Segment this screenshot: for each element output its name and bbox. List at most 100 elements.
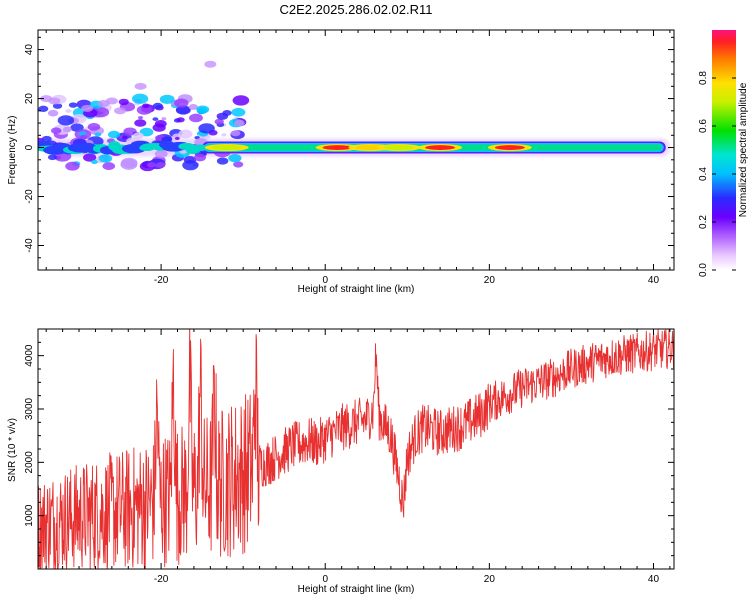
colorbar-label: Normalized spectral amplitude: [738, 82, 749, 217]
snr-panel: -20 0 20 40 1000 2000 3000 4000 Height of strai…: [7, 328, 675, 595]
noise-blob: [228, 154, 242, 163]
hotspot-core: [322, 145, 353, 150]
noise-blob: [47, 154, 57, 161]
snr-xtick-label: 20: [484, 574, 496, 585]
snr-series: [38, 329, 674, 569]
hotspot-core: [494, 145, 525, 150]
spectrogram-xlabel: Height of straight line (km): [298, 284, 415, 295]
noise-blob: [68, 102, 78, 108]
snr-xtick-label: 40: [648, 574, 660, 585]
noise-blob: [176, 117, 185, 123]
hotspot-core: [355, 145, 386, 150]
snr-ytick-label: 3000: [24, 397, 35, 420]
noise-blob: [65, 161, 80, 171]
noise-blob: [161, 117, 167, 121]
noise-blob-high: [48, 97, 61, 105]
noise-blob: [156, 161, 166, 168]
noise-blob: [91, 159, 98, 165]
colorbar-tick-label: 0.8: [698, 71, 709, 85]
noise-blob: [107, 130, 121, 139]
noise-blob-high: [105, 97, 118, 105]
noise-blob: [98, 154, 113, 163]
noise-blob: [159, 94, 175, 104]
noise-blob: [198, 123, 215, 134]
colorbar-tick-label: 0.6: [698, 119, 709, 133]
noise-blob-high: [134, 82, 147, 90]
noise-blob: [138, 116, 143, 120]
colorbar-gradient: [712, 30, 736, 270]
noise-blob: [142, 103, 150, 109]
spectrogram-xtick-label: 20: [484, 275, 496, 286]
spectrogram-ylabel: Frequency (Hz): [7, 116, 18, 185]
noise-blob: [175, 105, 191, 115]
noise-blob: [188, 104, 199, 110]
spectrogram-ytick-label: 20: [24, 93, 35, 105]
noise-blob: [152, 117, 159, 121]
noise-blob-high: [114, 107, 127, 115]
noise-blob: [182, 160, 199, 171]
noise-blob: [87, 122, 101, 131]
spectrogram-ytick-label: 40: [24, 44, 35, 56]
noise-blob: [152, 123, 166, 132]
noise-blob: [178, 129, 193, 139]
spectrogram-ytick-label: -20: [24, 189, 35, 204]
spectrogram-xtick-label: -20: [154, 275, 169, 286]
noise-blob: [231, 107, 246, 117]
noise-blob: [121, 135, 128, 140]
spectrogram-ytick-label: -40: [24, 238, 35, 253]
noise-blob-high: [81, 104, 94, 112]
snr-xtick-label: -20: [154, 574, 169, 585]
noise-blob-high: [204, 60, 217, 68]
snr-line: [38, 329, 674, 569]
noise-blob: [221, 133, 227, 137]
noise-blob: [147, 162, 156, 168]
noise-blob: [131, 93, 149, 104]
noise-blob: [94, 132, 102, 137]
noise-blob: [132, 132, 144, 140]
noise-blob: [216, 157, 229, 165]
hotspot-core: [384, 145, 415, 150]
noise-blob: [62, 126, 72, 133]
snr-ytick-label: 2000: [24, 451, 35, 474]
noise-blob: [233, 119, 245, 127]
noise-blob: [134, 119, 147, 127]
noise-blob: [120, 159, 138, 170]
ridge-segment-left: [189, 144, 211, 151]
noise-blob: [136, 105, 152, 115]
noise-blob: [189, 113, 203, 123]
colorbar-tick-label: 0.4: [698, 167, 709, 181]
noise-blob: [47, 109, 59, 117]
spectrogram-border: [37, 29, 675, 271]
snr-ylabel: SNR (10 * v/v): [7, 418, 18, 482]
chart-title: C2E2.2025.286.02.02.R11: [280, 2, 433, 17]
noise-blob: [232, 95, 250, 106]
noise-blob: [214, 118, 224, 125]
noise-blob: [102, 162, 116, 171]
noise-blob: [230, 130, 241, 137]
spectrogram-ytick-label: 0: [24, 144, 35, 150]
colorbar: 0.0 0.2 0.4 0.6 0.8 Normalized spectral ampl…: [698, 30, 749, 277]
snr-xtick-label: 0: [322, 574, 328, 585]
noise-blob: [57, 115, 75, 126]
snr-ytick-label: 4000: [24, 344, 35, 367]
noise-blob: [50, 127, 62, 134]
spectrogram-heatmap: [38, 60, 670, 172]
noise-blob: [233, 161, 244, 168]
noise-blob: [118, 98, 129, 106]
snr-ytick-label: 1000: [24, 504, 35, 527]
hotspot-core: [425, 145, 456, 150]
spectrogram-xtick-label: 0: [322, 275, 328, 286]
spectrogram-xtick-label: 40: [648, 275, 660, 286]
noise-blob: [65, 109, 72, 113]
noise-blob: [196, 105, 210, 114]
colorbar-tick-label: 0.0: [698, 263, 709, 277]
noise-blob: [152, 102, 163, 110]
noise-blob: [83, 153, 97, 162]
noise-blob: [193, 153, 207, 162]
spectrogram-panel: -20 0 20 40 -40 -20 0 20 40 Height of straight l…: [7, 29, 675, 295]
colorbar-tick-label: 0.2: [698, 215, 709, 229]
noise-blob: [174, 136, 180, 140]
noise-blob: [174, 98, 189, 108]
noise-blob: [78, 131, 87, 137]
